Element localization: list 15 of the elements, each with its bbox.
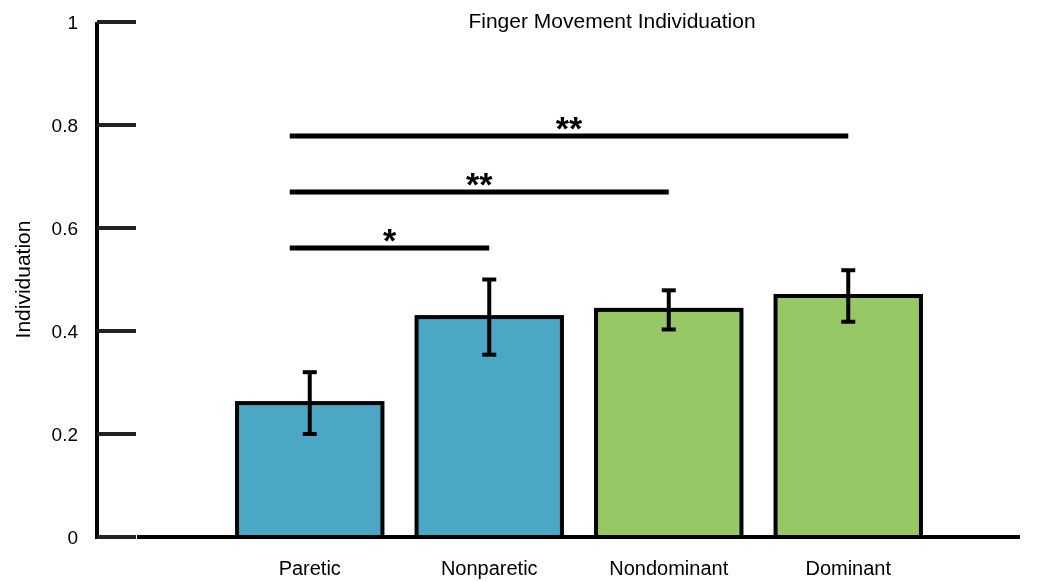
chart-title: Finger Movement Individuation	[468, 9, 756, 32]
y-tick-label: 0.4	[51, 320, 79, 342]
y-axis-title: Individuation	[11, 220, 34, 339]
x-tick-label: Paretic	[278, 557, 341, 579]
y-tick-label: 0	[67, 526, 78, 548]
x-tick-label: Dominant	[805, 557, 892, 579]
x-tick-label: Nonparetic	[440, 557, 538, 579]
y-tick-label: 0.6	[51, 217, 78, 239]
annotation: *	[382, 221, 397, 259]
y-tick-label: 1	[67, 11, 78, 33]
annotation: **	[555, 109, 583, 147]
y-tick-label: 0.2	[51, 423, 78, 445]
y-tick-label: 0.8	[51, 114, 78, 136]
x-tick-label: Nondominant	[609, 557, 729, 579]
annotation: **	[466, 165, 494, 203]
